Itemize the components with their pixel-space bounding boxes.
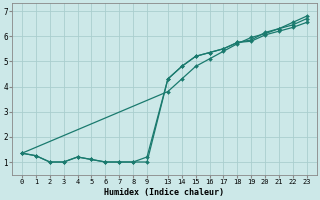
X-axis label: Humidex (Indice chaleur): Humidex (Indice chaleur) — [104, 188, 224, 197]
